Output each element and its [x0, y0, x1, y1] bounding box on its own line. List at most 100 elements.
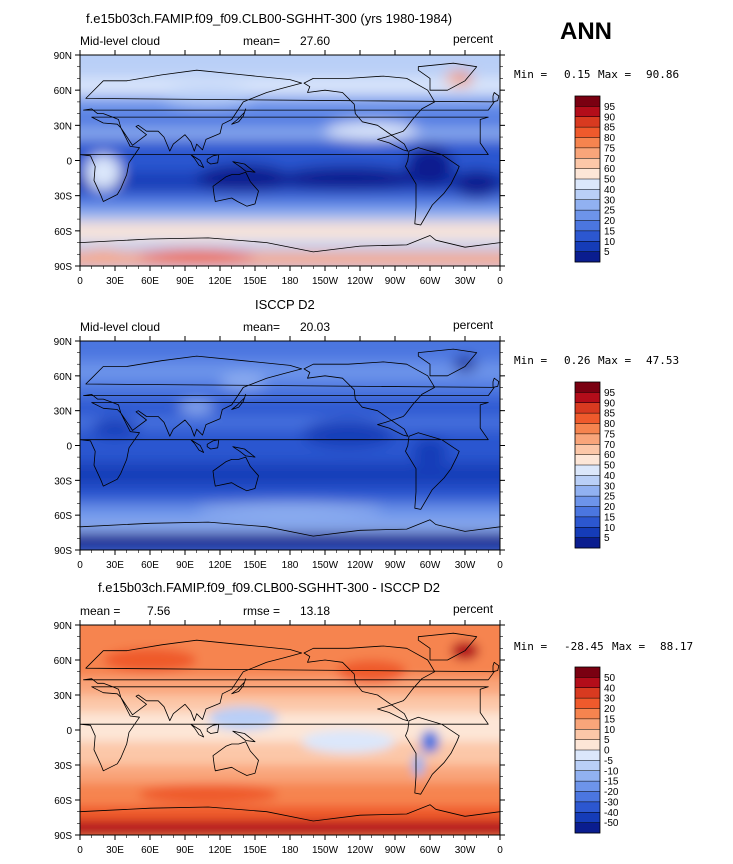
colorbar-label: 20	[604, 704, 616, 715]
colorbar-label: -20	[604, 787, 619, 798]
x-tick-label: 60W	[420, 560, 441, 571]
colorbar-label: 30	[604, 481, 616, 492]
map-band	[80, 127, 500, 141]
y-tick-label: 90S	[54, 262, 72, 273]
map-feature	[453, 169, 500, 199]
colorbar-swatch	[575, 168, 600, 180]
colorbar-swatch	[575, 106, 600, 118]
colorbar-swatch	[575, 402, 600, 414]
colorbar-swatch	[575, 251, 600, 263]
panel-2-title: ISCCP D2	[255, 297, 315, 312]
map-feature	[85, 154, 121, 190]
x-tick-label: 150E	[243, 276, 267, 287]
colorbar-swatch	[575, 96, 600, 107]
x-tick-label: 30E	[106, 845, 124, 856]
panel-1-mean-value: 27.60	[300, 34, 331, 48]
map-band	[80, 805, 500, 822]
colorbar-swatch	[575, 465, 600, 476]
x-tick-label: 60E	[141, 560, 159, 571]
map-band	[80, 520, 500, 534]
panel-2-max-value: 47.53	[646, 354, 680, 367]
y-tick-label: 90N	[54, 337, 72, 348]
x-tick-label: 120W	[347, 845, 374, 856]
colorbar-swatch	[575, 116, 600, 128]
colorbar-label: 70	[604, 440, 616, 451]
colorbar-label: 95	[604, 102, 616, 113]
map-band	[80, 113, 500, 129]
colorbar-swatch	[575, 718, 600, 730]
colorbar-label: -10	[604, 766, 619, 777]
colorbar-swatch	[575, 698, 600, 709]
map-feature	[220, 374, 267, 389]
map-feature	[301, 419, 396, 448]
map-band	[80, 55, 500, 80]
y-tick-label: 90S	[54, 831, 72, 842]
map-feature	[420, 730, 440, 754]
map-feature	[196, 502, 384, 517]
x-tick-label: 180	[282, 845, 299, 856]
x-tick-label: 60E	[141, 276, 159, 287]
colorbar-swatch	[575, 506, 600, 518]
map-feature	[161, 86, 255, 106]
y-tick-label: 30N	[54, 407, 72, 418]
colorbar-swatch	[575, 485, 600, 497]
colorbar-swatch	[575, 760, 600, 772]
x-tick-label: 30W	[455, 560, 476, 571]
colorbar-label: 75	[604, 429, 616, 440]
colorbar-label: 5	[604, 247, 610, 258]
colorbar-label: 10	[604, 237, 616, 248]
x-tick-label: 60E	[141, 845, 159, 856]
colorbar-label: 30	[604, 694, 616, 705]
map-band	[80, 399, 500, 418]
colorbar-label: 70	[604, 154, 616, 165]
map-feature	[278, 166, 419, 190]
panel-3-mean-label: mean =	[80, 604, 121, 618]
map-feature	[80, 249, 127, 264]
x-tick-label: 90W	[385, 276, 406, 287]
panel-1-units: percent	[453, 32, 494, 46]
colorbar-label: 30	[604, 195, 616, 206]
colorbar-swatch	[575, 392, 600, 404]
panel-1-max-label: Max =	[598, 68, 632, 81]
colorbar-swatch	[575, 444, 600, 455]
colorbar-swatch	[575, 382, 600, 393]
y-tick-label: 90N	[54, 51, 72, 62]
colorbar-label: 85	[604, 123, 616, 134]
colorbar-swatch	[575, 127, 600, 138]
map-feature	[103, 648, 197, 672]
panel-2-variable-label: Mid-level cloud	[80, 320, 161, 334]
x-tick-label: 0	[77, 276, 83, 287]
colorbar-label: 5	[604, 533, 610, 544]
colorbar-swatch	[575, 677, 600, 689]
colorbar-swatch	[575, 801, 600, 813]
colorbar-swatch	[575, 220, 600, 232]
colorbar-swatch	[575, 667, 600, 678]
y-tick-label: 0	[66, 442, 72, 453]
colorbar-label: 60	[604, 450, 616, 461]
x-tick-label: 120W	[347, 276, 374, 287]
map-feature	[196, 164, 290, 193]
coastlines	[80, 632, 500, 835]
colorbar-label: 10	[604, 725, 616, 736]
season-label: ANN	[560, 18, 612, 45]
y-tick-label: 0	[66, 726, 72, 737]
map-fill-2	[80, 341, 500, 550]
x-tick-label: 120E	[208, 845, 232, 856]
colorbar-label: 15	[604, 226, 616, 237]
colorbar-label: 10	[604, 523, 616, 534]
y-tick-label: 30S	[54, 476, 72, 487]
panel-1-variable-label: Mid-level cloud	[80, 34, 161, 48]
map-band	[80, 782, 500, 807]
panel-2-min-label: Min =	[514, 354, 548, 367]
colorbar-label: 80	[604, 133, 616, 144]
colorbar-label: 85	[604, 409, 616, 420]
map-feature	[445, 71, 474, 86]
colorbar-label: 50	[604, 461, 616, 472]
map-feature	[412, 437, 448, 466]
x-tick-label: 150E	[243, 845, 267, 856]
colorbar-swatch	[575, 687, 600, 699]
map-feature	[179, 401, 215, 413]
panel-3-max-label: Max =	[612, 640, 646, 653]
